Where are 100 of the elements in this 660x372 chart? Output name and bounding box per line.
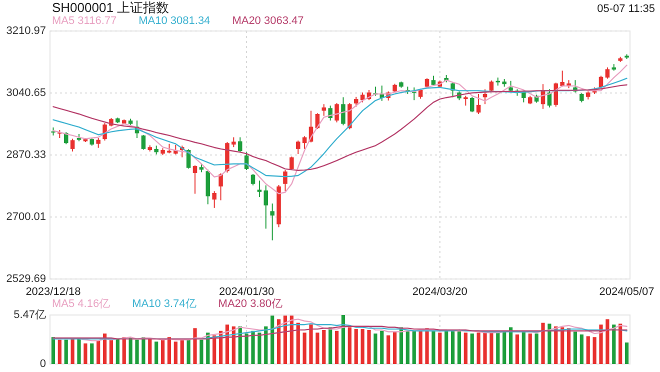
candlestick (218, 172, 223, 201)
bar (334, 330, 339, 364)
bar (70, 338, 74, 364)
bar (444, 330, 448, 364)
bar (360, 329, 364, 364)
bar (534, 334, 538, 364)
y-tick-label: 2529.69 (6, 272, 46, 285)
bar (522, 332, 526, 364)
bar (599, 324, 603, 364)
candlestick (476, 93, 481, 114)
text: MA10 3081.34 (138, 15, 210, 27)
candlestick (341, 96, 346, 126)
candlestick (238, 136, 242, 153)
candlestick (334, 102, 339, 123)
bar (270, 316, 274, 364)
bar (322, 330, 326, 364)
text: 05-07 11:35 (597, 3, 655, 15)
bar (180, 338, 184, 364)
bar (193, 328, 197, 364)
bar (354, 329, 358, 364)
candlestick (270, 203, 274, 241)
bar (148, 338, 152, 364)
y-tick-label: 0 (40, 358, 46, 370)
bar (328, 327, 332, 364)
bar (438, 332, 442, 364)
text: MA20 3063.47 (232, 15, 304, 27)
bar (264, 326, 268, 364)
bar (580, 334, 584, 364)
bar (174, 342, 178, 364)
line-series (52, 64, 628, 194)
candlestick (96, 138, 100, 148)
candlestick (283, 170, 288, 192)
bar (618, 324, 622, 364)
bar (374, 334, 378, 364)
bar (392, 332, 397, 364)
bar (84, 343, 88, 364)
bar (483, 332, 487, 364)
bar (251, 330, 255, 364)
bar (309, 324, 313, 364)
y-tick-label: 2700.01 (6, 210, 46, 223)
bar (96, 340, 100, 364)
candlestick (141, 134, 146, 150)
text: MA5 3116.77 (52, 15, 117, 27)
bar (548, 324, 552, 364)
bar (128, 337, 132, 364)
bar (258, 332, 262, 364)
bar (528, 334, 532, 364)
bar (432, 330, 436, 364)
y-tick-label: 3040.65 (6, 86, 46, 99)
bar (283, 316, 288, 364)
y-tick-label: 5.47亿 (14, 308, 46, 321)
bar (296, 322, 300, 364)
candlestick (192, 164, 198, 194)
candlestick (605, 66, 610, 80)
bar (470, 334, 474, 364)
x-tick-label: 2024/03/20 (412, 286, 468, 298)
bar (348, 327, 352, 364)
bar (425, 328, 429, 364)
bar (244, 334, 248, 364)
candlestick (264, 184, 268, 230)
candlestick (470, 96, 474, 113)
bar (367, 330, 371, 364)
text: MA10 3.74亿 (132, 298, 196, 310)
bar (380, 330, 384, 364)
bar (566, 328, 571, 364)
bar (77, 338, 81, 364)
y-tick-label: 3210.97 (6, 24, 46, 37)
bar (502, 332, 506, 364)
bar (167, 337, 172, 364)
chart-title: SH000001 上证指数 (52, 0, 170, 15)
bar (90, 343, 94, 364)
bar (476, 332, 480, 364)
bar (457, 330, 462, 364)
text: MA5 4.16亿 (52, 298, 110, 310)
bar (573, 332, 578, 364)
bar (290, 316, 294, 364)
bar (490, 332, 494, 364)
bar (302, 332, 306, 364)
bar (316, 332, 320, 364)
bar (624, 342, 629, 364)
bar (515, 334, 520, 364)
bar (142, 337, 146, 364)
candlestick (257, 180, 262, 198)
bar (586, 336, 590, 364)
bar (186, 338, 190, 364)
bar (122, 337, 126, 364)
y-tick-label: 2870.33 (6, 148, 46, 161)
bar (102, 334, 107, 364)
series-label: MA20 3.80亿 (218, 298, 282, 310)
bar (418, 330, 422, 364)
bar (386, 335, 390, 364)
candlestick (412, 86, 416, 101)
candlestick (328, 105, 332, 122)
candlestick (580, 92, 584, 103)
candlestick (212, 190, 216, 208)
x-tick-label: 2024/01/30 (219, 286, 274, 298)
bar (560, 327, 564, 364)
candlestick (232, 136, 236, 148)
bar (592, 337, 596, 364)
bar (464, 332, 468, 364)
